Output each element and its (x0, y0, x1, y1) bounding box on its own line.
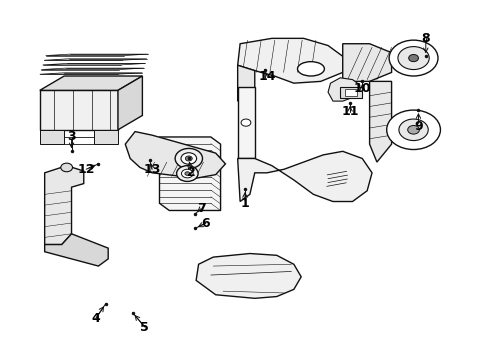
Circle shape (409, 54, 418, 62)
Polygon shape (328, 78, 360, 101)
Ellipse shape (297, 62, 324, 76)
Polygon shape (44, 59, 147, 60)
Circle shape (387, 110, 441, 149)
Polygon shape (40, 130, 64, 144)
Polygon shape (40, 76, 143, 90)
Polygon shape (238, 87, 255, 158)
Circle shape (399, 119, 428, 140)
Polygon shape (369, 81, 392, 162)
Circle shape (389, 40, 438, 76)
Text: 1: 1 (241, 197, 249, 210)
Polygon shape (40, 90, 118, 130)
Polygon shape (45, 234, 108, 266)
Text: 4: 4 (92, 311, 100, 325)
Polygon shape (196, 253, 301, 298)
Text: 5: 5 (141, 320, 149, 333)
Circle shape (181, 153, 196, 164)
Text: 9: 9 (414, 120, 423, 133)
Text: 8: 8 (421, 32, 430, 45)
Circle shape (61, 163, 73, 172)
Text: 6: 6 (201, 216, 210, 230)
Circle shape (408, 126, 419, 134)
Text: 11: 11 (342, 105, 359, 118)
Circle shape (398, 46, 429, 69)
Polygon shape (118, 76, 143, 130)
Polygon shape (40, 73, 143, 74)
Polygon shape (159, 137, 220, 211)
Text: 14: 14 (258, 69, 276, 82)
Polygon shape (41, 68, 144, 69)
Text: 10: 10 (353, 82, 371, 95)
Text: 7: 7 (196, 202, 205, 215)
Polygon shape (43, 63, 146, 65)
Text: 12: 12 (77, 163, 95, 176)
Polygon shape (45, 166, 84, 244)
Polygon shape (125, 132, 225, 178)
Polygon shape (46, 54, 148, 55)
Circle shape (176, 166, 198, 181)
Text: 2: 2 (187, 166, 196, 179)
Circle shape (241, 119, 251, 126)
Text: 13: 13 (144, 163, 161, 176)
Bar (340, 87, 362, 98)
Polygon shape (343, 44, 392, 81)
Polygon shape (94, 130, 118, 144)
Bar (345, 89, 357, 96)
Circle shape (181, 169, 193, 178)
Text: 3: 3 (67, 130, 76, 144)
Circle shape (185, 156, 192, 161)
Polygon shape (238, 39, 343, 83)
Circle shape (175, 148, 202, 168)
Polygon shape (238, 151, 372, 202)
Circle shape (185, 172, 190, 175)
Polygon shape (238, 65, 255, 101)
